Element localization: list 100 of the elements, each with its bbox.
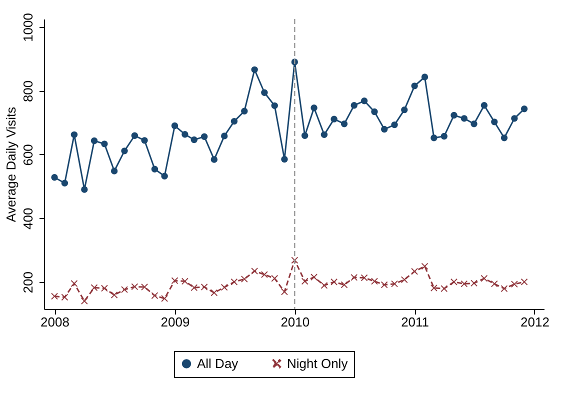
point bbox=[310, 274, 318, 280]
point bbox=[301, 278, 308, 285]
point bbox=[391, 121, 398, 128]
point bbox=[261, 271, 268, 278]
point bbox=[330, 278, 338, 286]
legend-label: Night Only bbox=[287, 356, 348, 371]
point bbox=[310, 104, 318, 112]
point bbox=[171, 122, 178, 130]
y-tick-label: 600 bbox=[20, 144, 36, 166]
point bbox=[350, 102, 358, 109]
point bbox=[430, 284, 438, 292]
point bbox=[131, 283, 138, 290]
point bbox=[480, 275, 488, 282]
point bbox=[141, 137, 148, 144]
point bbox=[271, 102, 278, 110]
y-tick-label: 200 bbox=[20, 272, 36, 294]
point bbox=[182, 131, 188, 138]
point bbox=[320, 282, 328, 289]
point bbox=[251, 268, 258, 274]
point bbox=[131, 132, 138, 139]
y-tick-label: 1000 bbox=[20, 13, 36, 42]
point bbox=[171, 277, 178, 284]
y-tick-label: 400 bbox=[20, 208, 36, 230]
point bbox=[200, 133, 208, 140]
point bbox=[70, 131, 78, 138]
point bbox=[330, 116, 338, 122]
point bbox=[460, 115, 468, 122]
point bbox=[161, 172, 168, 180]
point bbox=[182, 278, 188, 285]
point bbox=[430, 134, 438, 142]
point bbox=[241, 276, 248, 282]
point bbox=[491, 118, 498, 126]
point bbox=[480, 102, 488, 109]
point bbox=[190, 136, 198, 144]
point bbox=[230, 118, 238, 125]
point bbox=[470, 280, 478, 287]
x-tick-label: 2010 bbox=[280, 314, 310, 330]
point bbox=[500, 134, 508, 142]
y-tick-label: 800 bbox=[20, 80, 36, 102]
point bbox=[301, 132, 308, 139]
point bbox=[511, 115, 518, 122]
point bbox=[520, 106, 528, 112]
point bbox=[340, 281, 348, 288]
point bbox=[401, 276, 408, 284]
point bbox=[460, 280, 468, 288]
point bbox=[101, 284, 108, 292]
point bbox=[371, 108, 378, 116]
point bbox=[340, 120, 348, 128]
point bbox=[440, 285, 448, 292]
point bbox=[320, 131, 328, 138]
point bbox=[90, 284, 98, 291]
point bbox=[450, 112, 458, 119]
point bbox=[281, 156, 288, 163]
point bbox=[151, 292, 158, 299]
point bbox=[51, 174, 58, 181]
point bbox=[401, 106, 408, 114]
point bbox=[411, 82, 418, 90]
point bbox=[151, 166, 158, 172]
point bbox=[421, 74, 428, 80]
point bbox=[491, 280, 498, 288]
x-tick-label: 2009 bbox=[160, 314, 190, 330]
y-axis-title: Average Daily Visits bbox=[4, 106, 18, 222]
point bbox=[221, 132, 228, 140]
x-tick-label: 2008 bbox=[40, 314, 70, 330]
point bbox=[251, 66, 258, 74]
point bbox=[121, 286, 128, 293]
point bbox=[261, 89, 268, 96]
point bbox=[101, 140, 108, 148]
point bbox=[450, 278, 458, 286]
point bbox=[511, 280, 518, 288]
point bbox=[210, 289, 218, 296]
point bbox=[350, 274, 358, 281]
point bbox=[380, 126, 388, 133]
point bbox=[210, 156, 218, 163]
point bbox=[121, 148, 128, 154]
point bbox=[81, 298, 88, 304]
point bbox=[241, 108, 248, 114]
point bbox=[470, 120, 478, 128]
x-tick-label: 2012 bbox=[520, 314, 550, 330]
point bbox=[391, 280, 398, 288]
point bbox=[81, 186, 88, 193]
point bbox=[500, 285, 508, 292]
point bbox=[360, 274, 368, 282]
point bbox=[271, 275, 278, 282]
point bbox=[520, 278, 528, 286]
point bbox=[90, 137, 98, 144]
legend-label: All Day bbox=[197, 356, 239, 371]
point bbox=[161, 295, 168, 302]
point bbox=[110, 168, 118, 174]
point bbox=[190, 284, 198, 291]
x-tick-label: 2011 bbox=[401, 314, 430, 330]
point bbox=[360, 98, 368, 104]
point bbox=[61, 294, 68, 301]
point bbox=[421, 262, 428, 270]
point bbox=[230, 278, 238, 286]
point bbox=[61, 180, 68, 186]
point bbox=[411, 268, 418, 275]
point bbox=[440, 132, 448, 140]
point bbox=[221, 284, 228, 291]
point bbox=[141, 284, 148, 290]
